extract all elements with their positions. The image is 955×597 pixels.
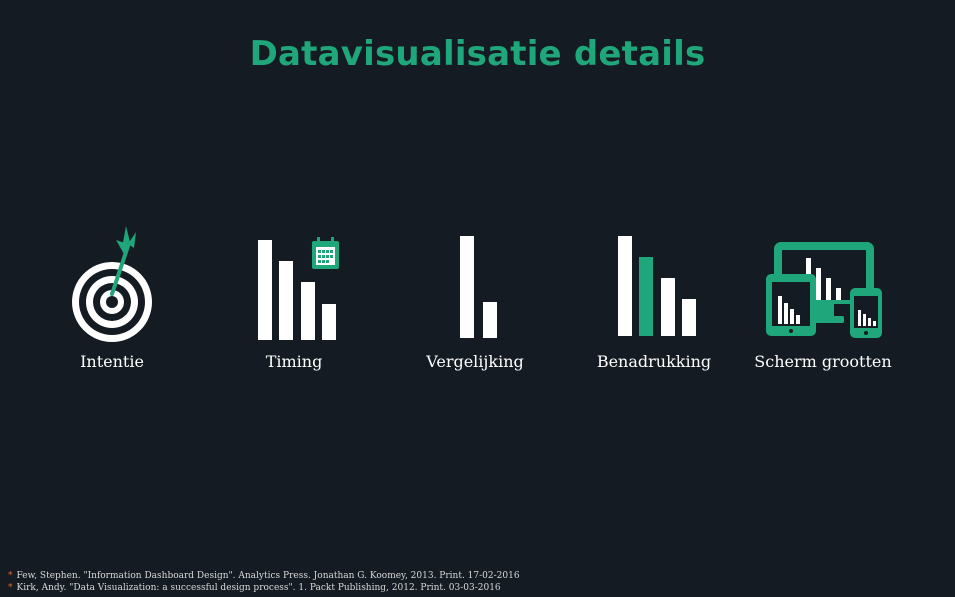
bullet: *	[8, 571, 13, 581]
label-benadrukking: Benadrukking	[596, 352, 712, 371]
reference-item: * Few, Stephen. "Information Dashboard De…	[8, 570, 520, 582]
label-timing: Timing	[265, 352, 323, 371]
bar-compare-icon	[460, 236, 497, 338]
label-scherm-grootten: Scherm grootten	[754, 352, 892, 371]
bullet: *	[8, 583, 13, 593]
reference-text: Few, Stephen. "Information Dashboard Des…	[16, 571, 520, 581]
page-title: Datavisualisatie details	[249, 34, 706, 74]
label-vergelijking: Vergelijking	[426, 352, 524, 371]
reference-text: Kirk, Andy. "Data Visualization: a succe…	[16, 583, 501, 593]
label-intentie: Intentie	[80, 352, 144, 371]
references: * Few, Stephen. "Information Dashboard De…	[8, 570, 520, 594]
bar-chart-calendar-icon	[258, 237, 339, 340]
bar-highlight-icon	[618, 236, 696, 336]
reference-item: * Kirk, Andy. "Data Visualization: a succ…	[8, 582, 520, 594]
devices-icon	[766, 242, 882, 338]
target-icon	[72, 226, 152, 342]
